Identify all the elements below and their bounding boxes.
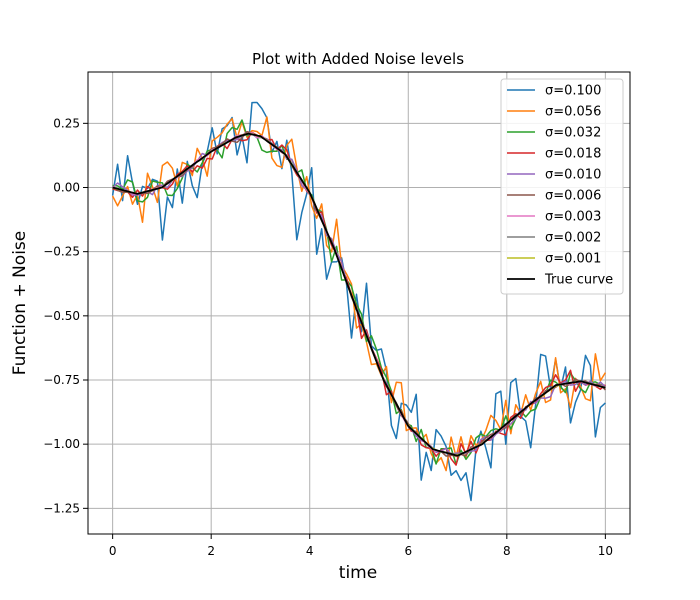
y-tick-label: −0.50 <box>43 309 80 323</box>
y-tick-label: −0.25 <box>43 245 80 259</box>
legend-label: σ=0.032 <box>545 126 601 141</box>
legend-label: σ=0.003 <box>545 210 601 225</box>
x-tick-label: 2 <box>207 544 215 558</box>
legend-label: σ=0.001 <box>545 252 601 267</box>
legend-label: σ=0.056 <box>545 105 601 120</box>
legend-label: True curve <box>544 273 613 288</box>
x-tick-label: 4 <box>306 544 314 558</box>
y-tick-label: −0.75 <box>43 373 80 387</box>
legend-label: σ=0.100 <box>545 84 601 99</box>
legend-label: σ=0.018 <box>545 147 601 162</box>
legend: σ=0.100 σ=0.056 σ=0.032 σ=0.018 σ=0.010 σ=0.0… <box>500 78 624 295</box>
plot-frame <box>87 71 631 535</box>
y-tick-label: 0.00 <box>53 181 80 195</box>
legend-label: σ=0.002 <box>545 231 601 246</box>
legend-label: σ=0.006 <box>545 189 601 204</box>
y-tick-label: −1.25 <box>43 501 80 515</box>
x-axis-label: time <box>339 563 377 583</box>
series-lines <box>111 101 607 502</box>
legend-label: σ=0.010 <box>545 168 601 183</box>
series-line-3 <box>112 131 606 466</box>
y-tick-label: 0.25 <box>53 116 80 130</box>
y-tick-label: −1.00 <box>43 437 80 451</box>
x-tick-label: 6 <box>404 544 412 558</box>
y-axis-label: Function + Noise <box>10 231 30 376</box>
x-tick-label: 8 <box>503 544 511 558</box>
series-line-9 <box>112 132 606 457</box>
x-tick-label: 10 <box>598 544 613 558</box>
axis-ticks: 0 2 4 6 8 10 −1.25 −1.00 −0.75 −0.50 −0.25 0.00 0.25 <box>43 116 613 558</box>
x-tick-label: 0 <box>109 544 117 558</box>
chart-title: Plot with Added Noise levels <box>252 50 464 68</box>
